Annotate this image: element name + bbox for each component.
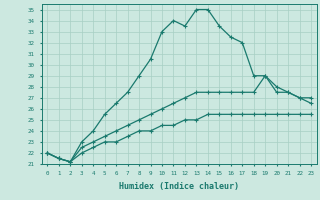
X-axis label: Humidex (Indice chaleur): Humidex (Indice chaleur) — [119, 182, 239, 191]
